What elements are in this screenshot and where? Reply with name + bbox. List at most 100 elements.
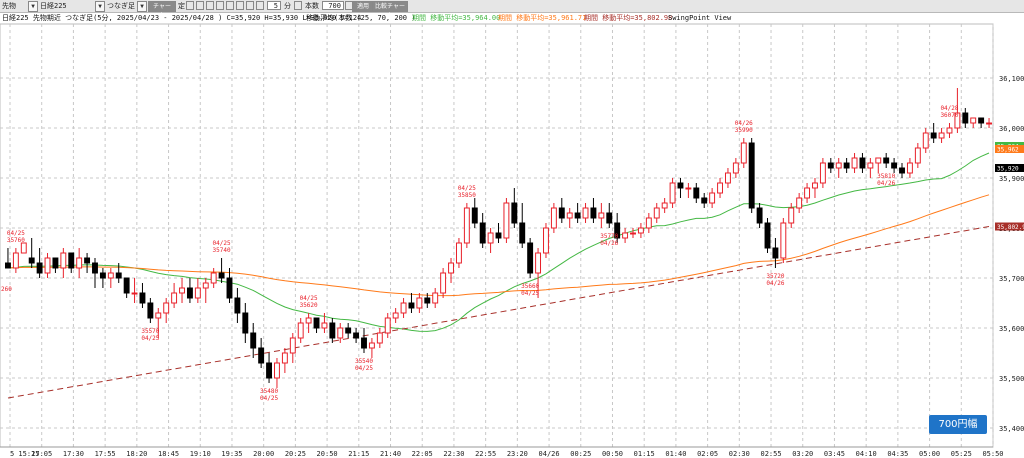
toolbar-tool-icon-7[interactable]	[246, 1, 254, 10]
swing-low-date: 04/26	[766, 280, 784, 287]
toolbar-tool-icon-2[interactable]	[196, 1, 204, 10]
up-candle	[796, 197, 803, 209]
up-candle	[946, 127, 953, 134]
x-tick-label: 19:35	[221, 450, 242, 458]
down-candle	[606, 212, 613, 224]
x-tick-label: 20:25	[285, 450, 306, 458]
continuity-dropdown-icon[interactable]: ▼	[137, 1, 147, 12]
x-tick-label: 03:20	[792, 450, 813, 458]
swing-high-date: 04/28	[940, 105, 958, 112]
up-candle	[210, 272, 217, 284]
swing-high-price: 35990	[735, 127, 753, 134]
down-candle	[891, 162, 898, 169]
up-candle	[732, 162, 739, 174]
price-tag	[995, 164, 1024, 172]
up-candle	[788, 207, 795, 224]
price-tag-label: 35,962	[997, 147, 1019, 154]
interval-input[interactable]: 5	[267, 1, 281, 10]
x-tick-label: 02:05	[697, 450, 718, 458]
x-tick-label: 05:25	[951, 450, 972, 458]
down-candle	[574, 212, 581, 219]
up-candle	[368, 342, 375, 349]
up-candle	[812, 182, 818, 189]
down-candle	[68, 252, 75, 269]
swing-low-date: 04/25	[355, 365, 373, 372]
up-candle	[851, 157, 858, 169]
instrument-info: 日経225 先物期近 つなぎ足(5分, 2025/04/23 - 2025/04…	[2, 14, 362, 22]
continuity-select[interactable]: つなぎ足	[107, 2, 135, 10]
up-candle	[653, 207, 660, 219]
product-select[interactable]: 先物	[2, 2, 16, 10]
left-edge-label: 260	[1, 286, 12, 293]
down-candle	[242, 312, 249, 334]
up-candle	[432, 292, 439, 304]
product-dropdown-icon[interactable]: ▼	[28, 1, 38, 12]
up-candle	[661, 202, 668, 209]
y-tick-label: 35,500	[999, 375, 1024, 383]
down-candle	[693, 187, 700, 199]
up-candle	[163, 302, 170, 314]
up-candle	[155, 312, 162, 319]
down-candle	[527, 242, 534, 274]
swingpoint-view-label: SwingPoint View	[668, 14, 732, 22]
toolbar-tool-icon-6[interactable]	[236, 1, 244, 10]
up-candle	[463, 207, 470, 244]
up-candle	[543, 227, 549, 254]
up-candle	[455, 242, 462, 264]
chart-type-button[interactable]: チャート	[148, 1, 176, 19]
toolbar-tool-icon-4[interactable]	[216, 1, 224, 10]
toolbar-tool-icon-1[interactable]	[186, 1, 194, 10]
up-candle	[906, 162, 913, 174]
down-candle	[139, 292, 146, 304]
down-candle	[218, 272, 225, 279]
y-tick-label: 35,900	[999, 175, 1024, 183]
toolbar-tool-icon-3[interactable]	[206, 1, 214, 10]
swing-high-price: 36070	[940, 112, 958, 119]
compare-chart-button[interactable]: 比較チャート	[372, 1, 408, 19]
ma-long-line	[7, 226, 990, 399]
down-candle	[495, 232, 502, 239]
up-candle	[281, 352, 288, 364]
up-candle	[867, 162, 874, 169]
down-candle	[234, 297, 241, 314]
ma-mid-value: 期間 移動平均=35,961.71	[498, 14, 587, 22]
up-candle	[780, 222, 787, 259]
up-candle	[717, 182, 723, 194]
swing-low-date: 04/25	[260, 395, 278, 402]
down-candle	[764, 222, 771, 249]
interval-stepper-icon[interactable]	[294, 1, 302, 10]
swing-high-date: 04/25	[7, 230, 25, 237]
down-candle	[614, 222, 621, 239]
down-candle	[84, 257, 91, 264]
x-tick-label: 04:10	[856, 450, 877, 458]
moving-average-lines	[7, 152, 990, 399]
range-badge[interactable]: 700円幅	[929, 415, 987, 434]
up-candle	[297, 322, 304, 339]
ma-short-value: 期間 移動平均=35,964.00	[412, 14, 501, 22]
down-candle	[52, 257, 59, 269]
bar-count-unit-label: 本数	[305, 2, 319, 10]
x-tick-label: 21:40	[380, 450, 401, 458]
up-candle	[938, 132, 945, 139]
x-tick-label: 22:30	[443, 450, 464, 458]
down-candle	[353, 332, 360, 339]
contract-dropdown-icon[interactable]: ▼	[95, 1, 105, 12]
toolbar-tool-icon-5[interactable]	[226, 1, 234, 10]
bar-count-input[interactable]: 700	[322, 1, 344, 10]
toolbar-tool-icon-8[interactable]	[256, 1, 264, 10]
info-bar: 日経225 先物期近 つなぎ足(5分, 2025/04/23 - 2025/04…	[0, 13, 1024, 23]
swing-low-date: 04/26	[877, 180, 895, 187]
swing-low-price: 35480	[260, 388, 278, 395]
up-candle	[804, 187, 811, 199]
up-candle	[954, 112, 961, 129]
up-candle	[503, 202, 510, 239]
up-candle	[645, 217, 652, 229]
down-candle	[978, 117, 985, 124]
candle-series	[5, 88, 992, 388]
x-tick-label: 04/26	[539, 450, 560, 458]
price-tag	[995, 145, 1024, 153]
up-candle	[12, 252, 19, 269]
x-tick-label: 02:30	[729, 450, 750, 458]
contract-select[interactable]: 日経225	[40, 2, 67, 10]
x-tick-label: 18:20	[126, 450, 147, 458]
